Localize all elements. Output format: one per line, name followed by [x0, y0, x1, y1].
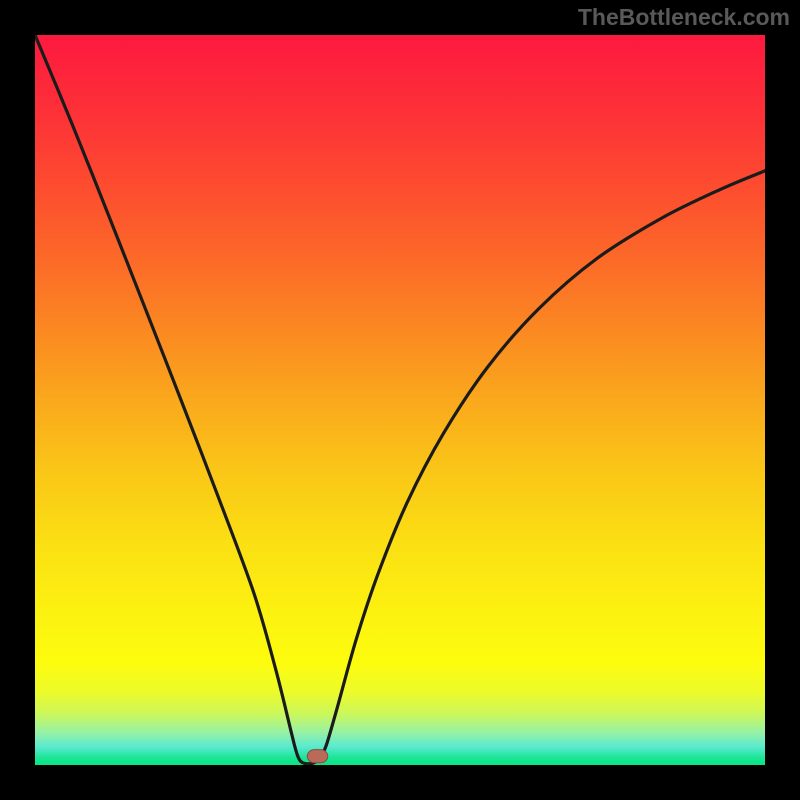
optimum-marker — [307, 750, 327, 763]
chart-container: TheBottleneck.com — [0, 0, 800, 800]
gradient-background — [35, 35, 765, 765]
watermark-text: TheBottleneck.com — [578, 4, 790, 31]
plot-area — [35, 35, 765, 765]
bottleneck-chart — [35, 35, 765, 765]
